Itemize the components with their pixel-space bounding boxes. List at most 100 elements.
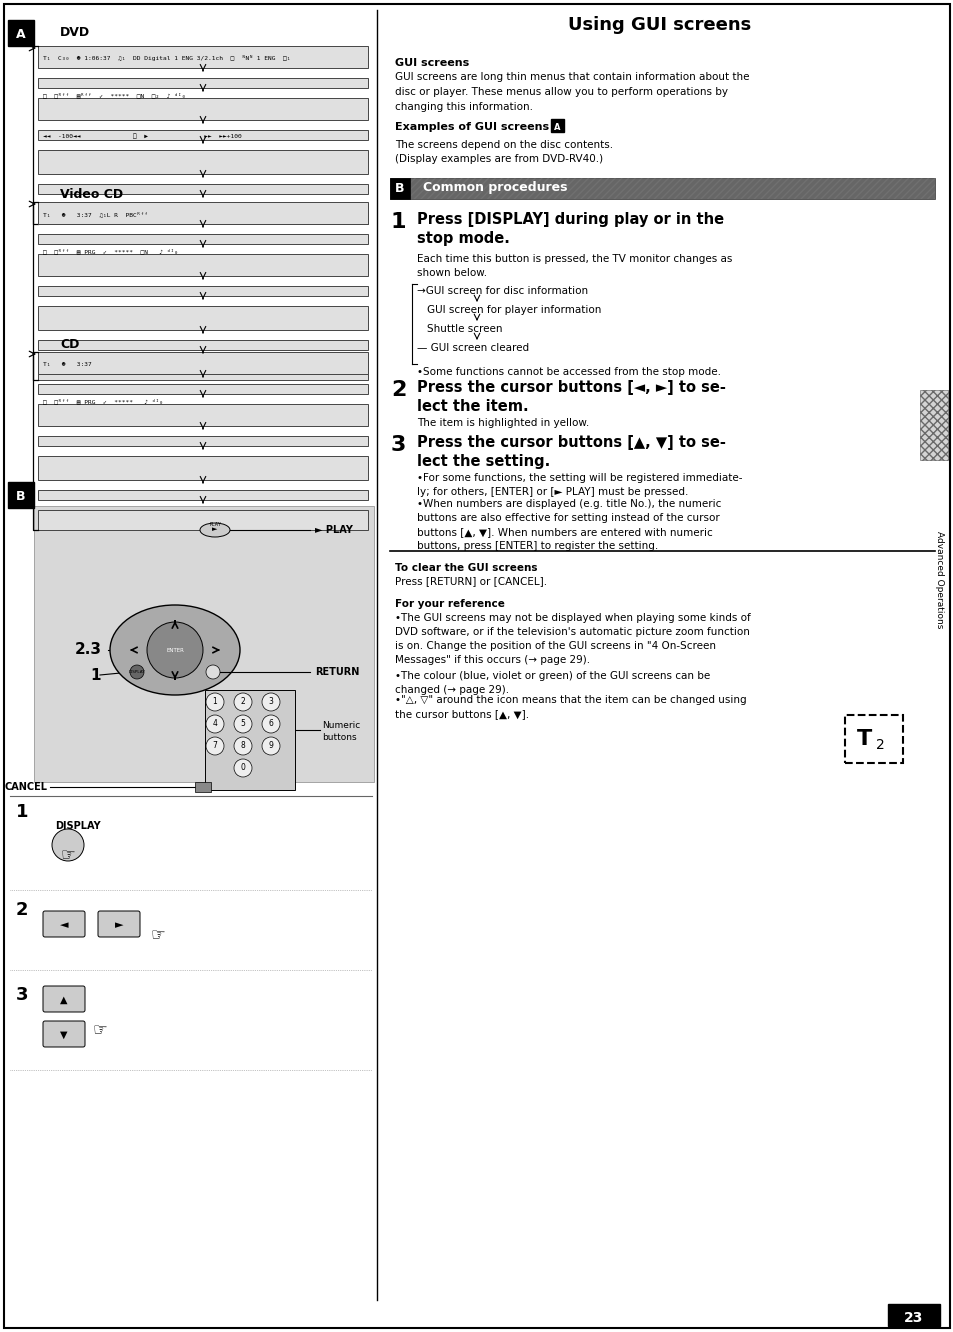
Text: □  □ᴿᶠᶠ  ▤ᴿᶠᶠ  ✓  *****  □N  □₂  ♪ ᵈᴵ₀: □ □ᴿᶠᶠ ▤ᴿᶠᶠ ✓ ***** □N □₂ ♪ ᵈᴵ₀	[43, 93, 185, 99]
Text: For your reference: For your reference	[395, 599, 504, 609]
Text: T₁   ☻   3:37  ♫₁L R  PBCᴿᶠᶠ: T₁ ☻ 3:37 ♫₁L R PBCᴿᶠᶠ	[43, 210, 148, 217]
Text: →GUI screen for disc information: →GUI screen for disc information	[416, 286, 587, 296]
Text: 1: 1	[213, 698, 217, 706]
Text: DISPLAY: DISPLAY	[129, 670, 145, 674]
Circle shape	[233, 737, 252, 755]
Text: Examples of GUI screens: Examples of GUI screens	[395, 123, 553, 132]
Circle shape	[206, 715, 224, 733]
Bar	[38, 184, 368, 194]
FancyBboxPatch shape	[98, 911, 140, 936]
Bar	[194, 782, 211, 793]
Ellipse shape	[200, 523, 230, 537]
Text: The screens depend on the disc contents.
(Display examples are from DVD-RV40.): The screens depend on the disc contents.…	[395, 140, 613, 164]
Circle shape	[262, 693, 280, 711]
Text: Advanced Operations: Advanced Operations	[935, 531, 943, 629]
Text: CD: CD	[60, 338, 79, 352]
Circle shape	[233, 715, 252, 733]
Text: VQT8533: VQT8533	[897, 1323, 929, 1329]
Circle shape	[262, 715, 280, 733]
Text: 1: 1	[90, 667, 100, 682]
Text: Using GUI screens: Using GUI screens	[568, 16, 751, 35]
Text: — GUI screen cleared: — GUI screen cleared	[416, 344, 529, 353]
Bar	[38, 234, 368, 244]
Bar	[38, 79, 368, 88]
Text: 1: 1	[391, 212, 406, 232]
Text: □  □ᴿᶠᶠ  ▤ PRG  ✓  *****   ♪ ᵈᴵ₀: □ □ᴿᶠᶠ ▤ PRG ✓ ***** ♪ ᵈᴵ₀	[43, 400, 163, 405]
Text: RETURN: RETURN	[314, 667, 359, 677]
Text: Press [RETURN] or [CANCEL].: Press [RETURN] or [CANCEL].	[395, 575, 547, 586]
Circle shape	[206, 665, 220, 679]
Bar	[38, 436, 368, 446]
Circle shape	[206, 693, 224, 711]
Text: GUI screen for player information: GUI screen for player information	[427, 305, 600, 314]
FancyBboxPatch shape	[43, 986, 85, 1012]
Bar	[38, 360, 368, 380]
Circle shape	[262, 737, 280, 755]
Text: ▲: ▲	[60, 995, 68, 1006]
Text: A: A	[553, 123, 559, 132]
Text: •When numbers are displayed (e.g. title No.), the numeric
buttons are also effec: •When numbers are displayed (e.g. title …	[416, 500, 720, 551]
Circle shape	[147, 622, 203, 678]
Text: 3: 3	[16, 986, 29, 1004]
Text: □  □ᴿᶠᶠ  ▤ PRG  ✓  *****  □N   ♪ ᵈᴵ₀: □ □ᴿᶠᶠ ▤ PRG ✓ ***** □N ♪ ᵈᴵ₀	[43, 249, 178, 254]
Bar	[390, 178, 934, 198]
Bar	[390, 178, 934, 198]
Text: 3: 3	[391, 436, 406, 456]
Text: •"△, ▽" around the icon means that the item can be changed using
the cursor butt: •"△, ▽" around the icon means that the i…	[395, 695, 746, 719]
Bar	[887, 1304, 939, 1325]
Text: 5: 5	[240, 719, 245, 729]
Text: A: A	[16, 28, 26, 41]
Text: The item is highlighted in yellow.: The item is highlighted in yellow.	[416, 418, 589, 428]
Text: Shuttle screen: Shuttle screen	[427, 324, 502, 334]
Text: •The colour (blue, violet or green) of the GUI screens can be
changed (→ page 29: •The colour (blue, violet or green) of t…	[395, 671, 709, 695]
Text: B: B	[16, 490, 26, 503]
Bar	[8, 482, 34, 507]
Text: 2: 2	[240, 698, 245, 706]
Bar	[38, 384, 368, 394]
Circle shape	[233, 759, 252, 777]
Text: Each time this button is pressed, the TV monitor changes as
shown below.: Each time this button is pressed, the TV…	[416, 254, 732, 278]
Bar	[38, 202, 368, 224]
Text: ►: ►	[213, 526, 217, 531]
Bar	[38, 456, 368, 480]
Text: •Some functions cannot be accessed from the stop mode.: •Some functions cannot be accessed from …	[416, 368, 720, 377]
Bar	[38, 254, 368, 276]
Text: Press the cursor buttons [▲, ▼] to se-
lect the setting.: Press the cursor buttons [▲, ▼] to se- l…	[416, 436, 725, 469]
Circle shape	[130, 665, 144, 679]
Text: PLAY: PLAY	[209, 522, 221, 526]
Text: •For some functions, the setting will be registered immediate-
ly; for others, [: •For some functions, the setting will be…	[416, 473, 741, 497]
FancyBboxPatch shape	[43, 911, 85, 936]
Ellipse shape	[110, 605, 240, 695]
Bar	[38, 340, 368, 350]
Circle shape	[52, 829, 84, 860]
Bar	[205, 690, 294, 790]
Bar	[38, 404, 368, 426]
Text: ENTER: ENTER	[166, 647, 184, 653]
Text: Press the cursor buttons [◄, ►] to se-
lect the item.: Press the cursor buttons [◄, ►] to se- l…	[416, 380, 725, 414]
Text: Common procedures: Common procedures	[422, 181, 567, 194]
Text: 2: 2	[16, 900, 29, 919]
Bar	[38, 490, 368, 500]
Bar	[919, 390, 947, 460]
Text: Press [DISPLAY] during play or in the
stop mode.: Press [DISPLAY] during play or in the st…	[416, 212, 723, 246]
Text: 2.3: 2.3	[75, 642, 102, 658]
Bar	[34, 506, 374, 782]
Text: T: T	[856, 729, 871, 749]
Text: 2: 2	[391, 380, 406, 400]
Circle shape	[233, 693, 252, 711]
Bar	[38, 204, 368, 224]
Bar	[38, 99, 368, 120]
Bar	[390, 178, 410, 198]
Text: 9: 9	[269, 742, 274, 750]
Text: 0: 0	[240, 763, 245, 773]
Text: 23: 23	[903, 1311, 923, 1325]
Text: To clear the GUI screens: To clear the GUI screens	[395, 563, 537, 573]
Bar	[38, 131, 368, 140]
Bar	[38, 286, 368, 296]
Text: ▼: ▼	[60, 1030, 68, 1040]
Text: ☞: ☞	[92, 1022, 108, 1039]
Text: DISPLAY: DISPLAY	[55, 821, 100, 831]
Bar	[38, 510, 368, 530]
Text: GUI screens: GUI screens	[395, 59, 469, 68]
Bar	[38, 151, 368, 174]
